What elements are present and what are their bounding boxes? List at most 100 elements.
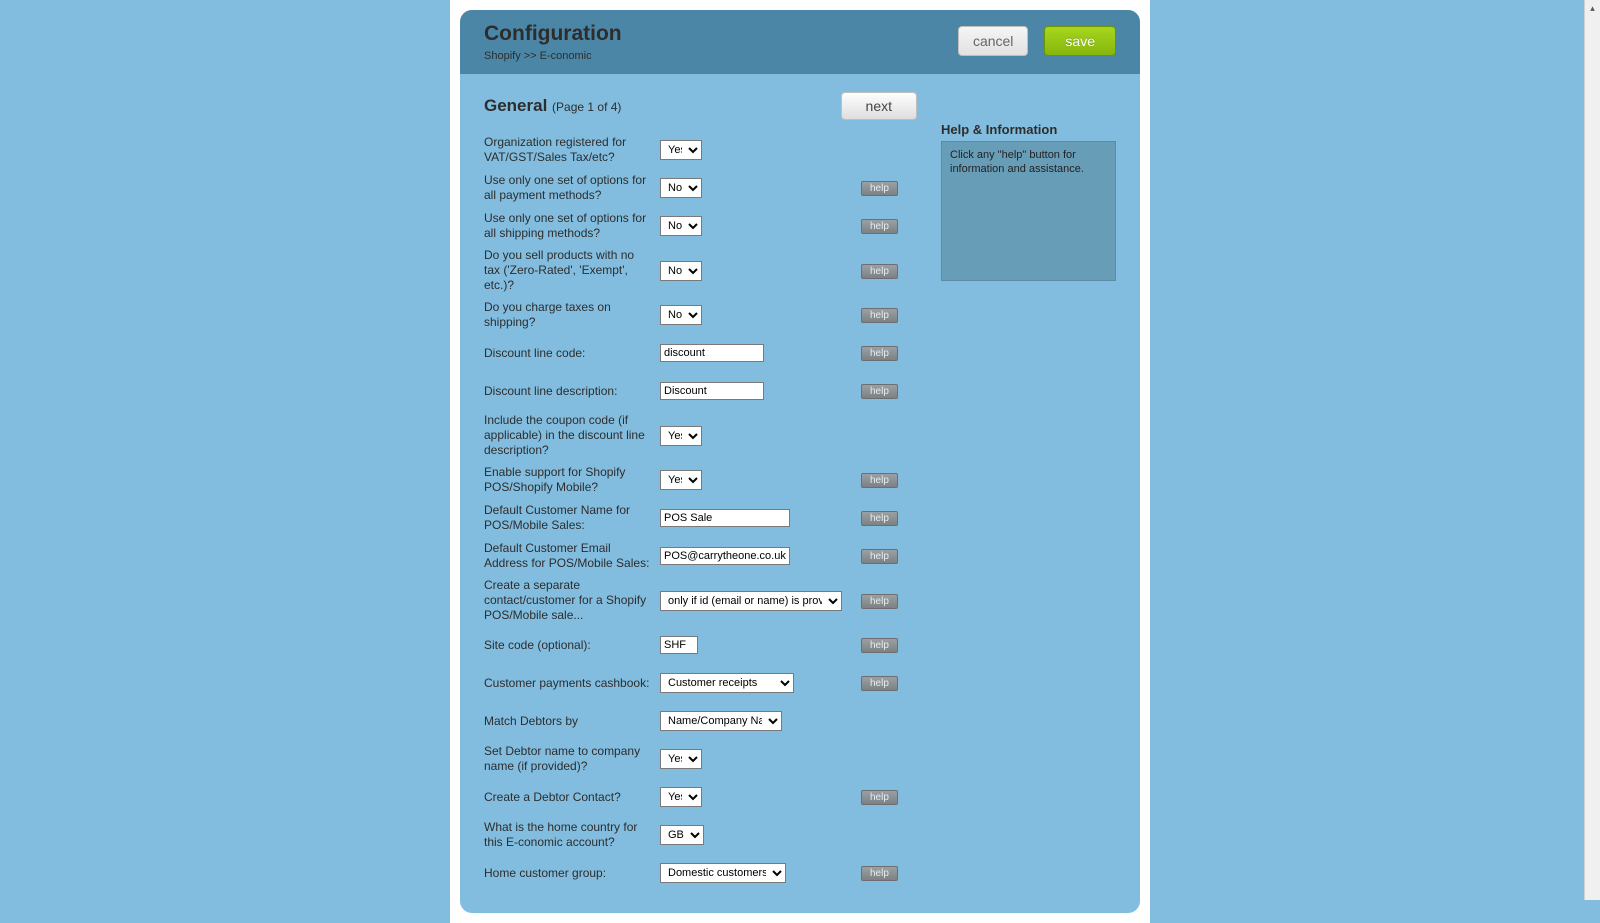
cancel-button[interactable]: cancel <box>958 26 1028 56</box>
form-row: Site code (optional):help <box>484 629 917 661</box>
next-button[interactable]: next <box>841 92 917 120</box>
field-select[interactable]: Name/Company Name <box>660 711 782 731</box>
help-cell: help <box>861 472 898 488</box>
form-row: Discount line description: help <box>484 375 917 407</box>
field-select[interactable]: No <box>660 305 702 325</box>
help-button[interactable]: help <box>861 511 898 526</box>
config-panel: Configuration Shopify >> E-conomic cance… <box>460 10 1140 913</box>
vertical-scrollbar[interactable]: ▴ <box>1584 0 1600 900</box>
field-select[interactable]: No <box>660 261 702 281</box>
help-cell: help <box>861 383 898 399</box>
field-label: Home customer group: <box>484 866 660 881</box>
field-label: Default Customer Name for POS/Mobile Sal… <box>484 503 660 533</box>
field-control: Customer receipts <box>660 673 845 693</box>
field-select[interactable]: No <box>660 216 702 236</box>
field-select[interactable]: Yes <box>660 749 702 769</box>
help-cell: help <box>861 180 898 196</box>
help-cell: help <box>861 865 898 881</box>
help-cell: help <box>861 593 898 609</box>
field-control: Yes <box>660 749 845 769</box>
field-select[interactable]: only if id (email or name) is provided <box>660 591 842 611</box>
help-button[interactable]: help <box>861 594 898 609</box>
field-control <box>660 636 845 654</box>
help-cell: help <box>861 218 898 234</box>
field-input[interactable] <box>660 509 790 527</box>
help-button[interactable]: help <box>861 384 898 399</box>
breadcrumb: Shopify >> E-conomic <box>484 50 622 62</box>
form-row: What is the home country for this E-cono… <box>484 819 917 851</box>
help-cell: help <box>861 345 898 361</box>
field-select[interactable]: Domestic customers <box>660 863 786 883</box>
field-label: Default Customer Email Address for POS/M… <box>484 541 660 571</box>
field-label: Discount line description: <box>484 384 660 399</box>
field-control: No <box>660 305 845 325</box>
field-input[interactable] <box>660 636 698 654</box>
help-button[interactable]: help <box>861 638 898 653</box>
field-select[interactable]: GBR <box>660 825 704 845</box>
section-page-indicator: (Page 1 of 4) <box>552 100 621 114</box>
header-actions: cancel save <box>958 22 1116 56</box>
field-label: Organization registered for VAT/GST/Sale… <box>484 135 660 165</box>
help-button[interactable]: help <box>861 473 898 488</box>
help-cell: help <box>861 675 898 691</box>
form-row: Organization registered for VAT/GST/Sale… <box>484 134 917 166</box>
form-row: Enable support for Shopify POS/Shopify M… <box>484 464 917 496</box>
help-button[interactable]: help <box>861 264 898 279</box>
field-control <box>660 547 845 565</box>
help-button[interactable]: help <box>861 181 898 196</box>
form-row: Customer payments cashbook:Customer rece… <box>484 667 917 699</box>
help-info-box: Click any "help" button for information … <box>941 141 1116 281</box>
help-button[interactable]: help <box>861 308 898 323</box>
field-label: Use only one set of options for all ship… <box>484 211 660 241</box>
field-select[interactable]: Yes <box>660 426 702 446</box>
form-row: Match Debtors byName/Company Name <box>484 705 917 737</box>
field-select[interactable]: Customer receipts <box>660 673 794 693</box>
field-input[interactable] <box>660 382 764 400</box>
form-row: Default Customer Name for POS/Mobile Sal… <box>484 502 917 534</box>
field-control: Domestic customers <box>660 863 845 883</box>
field-select[interactable]: Yes <box>660 470 702 490</box>
field-control: only if id (email or name) is provided <box>660 591 845 611</box>
help-button[interactable]: help <box>861 866 898 881</box>
header-left: Configuration Shopify >> E-conomic <box>484 22 622 62</box>
field-control: Yes <box>660 470 845 490</box>
field-control <box>660 382 845 400</box>
section-title-text: General <box>484 96 547 115</box>
help-button[interactable]: help <box>861 346 898 361</box>
field-select[interactable]: No <box>660 178 702 198</box>
form-row: Do you sell products with no tax ('Zero-… <box>484 248 917 293</box>
help-button[interactable]: help <box>861 676 898 691</box>
field-control: Yes <box>660 140 845 160</box>
field-control: GBR <box>660 825 845 845</box>
page-container: Configuration Shopify >> E-conomic cance… <box>450 0 1150 923</box>
panel-body: General (Page 1 of 4) next Organization … <box>460 74 1140 913</box>
field-label: Set Debtor name to company name (if prov… <box>484 744 660 774</box>
help-info-text: Click any "help" button for information … <box>950 149 1084 175</box>
field-control: No <box>660 216 845 236</box>
field-input[interactable] <box>660 344 764 362</box>
scroll-up-arrow[interactable]: ▴ <box>1585 0 1600 16</box>
form-row: Set Debtor name to company name (if prov… <box>484 743 917 775</box>
field-control: No <box>660 261 845 281</box>
help-button[interactable]: help <box>861 219 898 234</box>
field-label: Create a Debtor Contact? <box>484 790 660 805</box>
field-label: Use only one set of options for all paym… <box>484 173 660 203</box>
page-title: Configuration <box>484 22 622 46</box>
field-select[interactable]: Yes <box>660 787 702 807</box>
form-row: Create a separate contact/customer for a… <box>484 578 917 623</box>
field-select[interactable]: Yes <box>660 140 702 160</box>
field-control: Yes <box>660 787 845 807</box>
save-button[interactable]: save <box>1044 26 1116 56</box>
help-cell: help <box>861 548 898 564</box>
form-row: Use only one set of options for all paym… <box>484 172 917 204</box>
help-button[interactable]: help <box>861 790 898 805</box>
form-row: Home customer group:Domestic customers he… <box>484 857 917 889</box>
form-row: Do you charge taxes on shipping?No help <box>484 299 917 331</box>
help-button[interactable]: help <box>861 549 898 564</box>
side-column: Help & Information Click any "help" butt… <box>941 122 1116 895</box>
field-input[interactable] <box>660 547 790 565</box>
field-label: Do you charge taxes on shipping? <box>484 300 660 330</box>
help-cell: help <box>861 263 898 279</box>
help-cell: help <box>861 789 898 805</box>
field-label: Include the coupon code (if applicable) … <box>484 413 660 458</box>
